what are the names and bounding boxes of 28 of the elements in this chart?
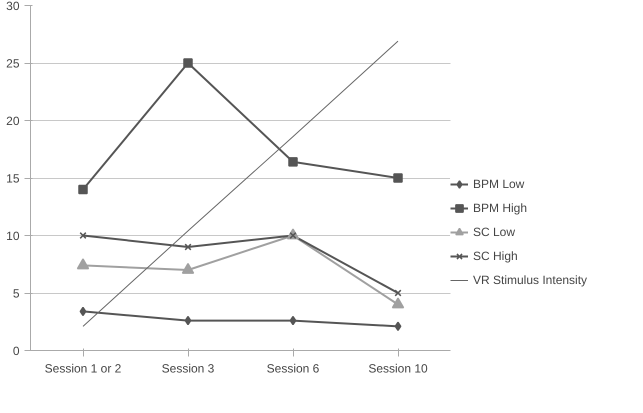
point — [184, 243, 192, 251]
legend-label: BPM High — [473, 201, 528, 215]
y-tick-label: 5 — [12, 286, 20, 300]
y-tick-label: 0 — [12, 344, 20, 358]
legend-label: SC High — [473, 249, 518, 263]
y-tick-label: 20 — [6, 114, 20, 128]
y-tick-label: 15 — [6, 172, 20, 186]
point — [79, 232, 87, 240]
line-series — [82, 40, 398, 327]
point — [290, 316, 296, 326]
y-tick-label: 25 — [6, 56, 20, 70]
legend-label: VR Stimulus Intensity — [473, 273, 588, 287]
point — [78, 184, 88, 194]
point — [80, 306, 86, 316]
y-tick-label: 10 — [6, 229, 20, 243]
x-tick-label: Session 3 — [162, 362, 215, 376]
point — [393, 173, 403, 183]
y-tick-label: 30 — [6, 0, 20, 13]
legend-label: SC Low — [473, 225, 516, 239]
x-tick-label: Session 10 — [368, 362, 428, 376]
legend-label: BPM Low — [473, 177, 524, 191]
point — [184, 316, 192, 326]
x-tick-label: Session 1 or 2 — [44, 362, 122, 376]
x-tick-label: Session 6 — [266, 362, 320, 376]
point — [394, 289, 402, 297]
point — [394, 322, 402, 332]
point — [183, 58, 193, 68]
point — [288, 157, 298, 167]
